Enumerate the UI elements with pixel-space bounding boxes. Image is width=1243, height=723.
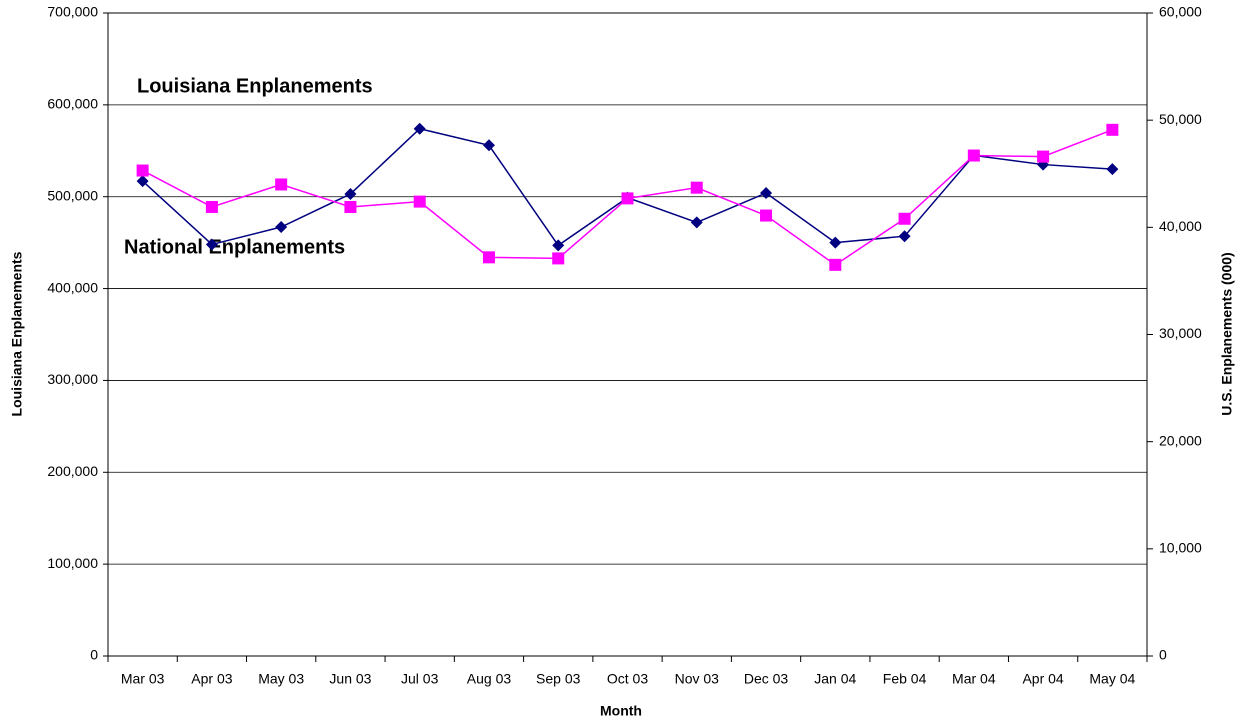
marker [760,209,773,222]
marker [1106,163,1119,176]
marker [344,200,357,213]
x-tick-label: Mar 04 [952,671,996,687]
x-tick-label: Feb 04 [883,671,927,687]
marker [205,200,218,213]
y-tick-label: 100,000 [47,555,98,571]
marker [482,139,495,152]
marker [829,236,842,249]
x-tick-label: Oct 03 [607,671,648,687]
x-tick-label: Jun 03 [329,671,371,687]
marker [690,181,703,194]
marker [275,178,288,191]
marker [1106,123,1119,136]
y-tick-label: 300,000 [47,371,98,387]
marker [136,175,149,188]
marker [344,187,357,200]
x-tick-label: Aug 03 [467,671,512,687]
x-tick-label: May 03 [258,671,304,687]
marker [482,251,495,264]
x-tick-label: Jul 03 [401,671,439,687]
marker [552,239,565,252]
x-tick-label: Jan 04 [814,671,856,687]
y2-tick-label: 20,000 [1159,432,1202,448]
marker [275,221,288,234]
y-tick-label: 200,000 [47,463,98,479]
series-annotation: National Enplanements [124,236,345,258]
marker [552,252,565,265]
plot-area [107,12,1148,657]
series-annotation: Louisiana Enplanements [137,75,373,97]
marker [413,195,426,208]
x-axis-title: Month [600,703,642,719]
x-tick-label: Nov 03 [675,671,720,687]
y2-tick-label: 50,000 [1159,111,1202,127]
y-axis-title: Louisiana Enplanements [9,251,25,416]
x-tick-label: May 04 [1089,671,1135,687]
y-tick-label: 500,000 [47,187,98,203]
marker [205,238,218,251]
marker [760,187,773,200]
marker [829,258,842,271]
marker [690,216,703,229]
x-tick-label: Apr 04 [1022,671,1063,687]
y-tick-label: 700,000 [47,4,98,20]
y-tick-label: 400,000 [47,279,98,295]
marker [413,122,426,135]
marker [136,164,149,177]
x-tick-label: Dec 03 [744,671,789,687]
y-tick-label: 0 [90,647,98,663]
x-tick-label: Mar 03 [121,671,165,687]
y2-tick-label: 10,000 [1159,540,1202,556]
marker [967,149,980,162]
y2-axis-title: U.S. Enplanements (000) [1219,252,1235,415]
y2-tick-label: 60,000 [1159,4,1202,20]
y2-tick-label: 40,000 [1159,218,1202,234]
x-tick-label: Apr 03 [191,671,232,687]
marker [621,192,634,205]
y-tick-label: 600,000 [47,96,98,112]
x-tick-label: Sep 03 [536,671,581,687]
y2-tick-label: 30,000 [1159,325,1202,341]
marker [898,230,911,243]
marker [1037,150,1050,163]
marker [898,212,911,225]
y2-tick-label: 0 [1159,647,1167,663]
